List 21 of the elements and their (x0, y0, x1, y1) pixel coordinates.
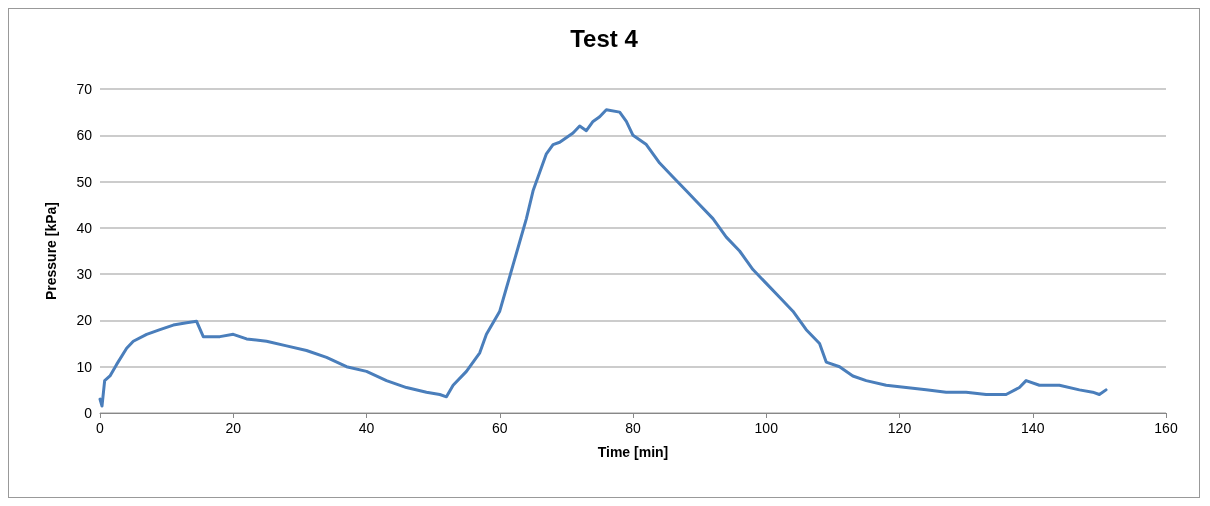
y-axis-title: Pressure [kPa] (43, 201, 59, 301)
x-tick-label: 20 (225, 420, 242, 436)
chart-title: Test 4 (570, 24, 639, 52)
y-tick-label: 0 (84, 405, 93, 421)
x-tick-label: 40 (358, 420, 375, 436)
y-tick-label: 40 (76, 219, 93, 236)
x-tick-label: 100 (754, 420, 779, 436)
x-tick-label: 160 (1154, 420, 1178, 436)
y-tick-label: 70 (76, 81, 93, 97)
y-tick-label: 50 (76, 173, 93, 190)
x-tick-label: 140 (1021, 420, 1045, 436)
x-tick-label: 60 (491, 420, 508, 436)
x-tick-label: 120 (887, 420, 912, 436)
x-tick-label: 80 (625, 420, 641, 436)
y-tick-label: 30 (76, 266, 93, 283)
x-axis-title: Time [min] (597, 444, 669, 460)
y-tick-label: 60 (76, 127, 93, 144)
y-tick-label: 20 (76, 312, 93, 329)
x-tick-label: 0 (96, 420, 105, 436)
line-series (98, 108, 1108, 408)
y-tick-label: 10 (76, 358, 93, 375)
